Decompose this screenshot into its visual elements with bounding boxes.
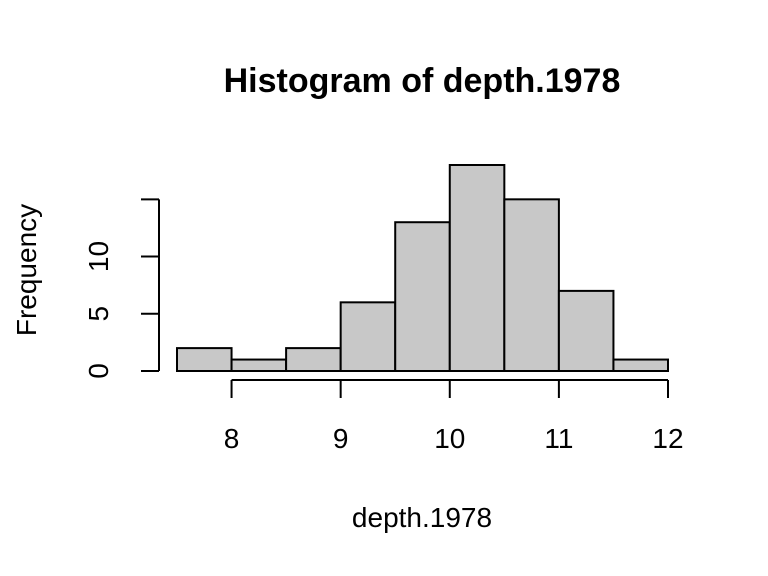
x-axis-label: depth.1978 [352, 502, 492, 533]
histogram-bar [394, 221, 451, 372]
histogram-bar [230, 358, 288, 372]
x-tick-label: 10 [434, 423, 465, 454]
x-tick-label: 12 [652, 423, 683, 454]
y-axis-label: Frequency [11, 204, 42, 336]
x-tick-label: 8 [224, 423, 240, 454]
bars-group [176, 164, 670, 373]
histogram-bar [557, 289, 615, 372]
y-tick-label: 5 [83, 306, 114, 322]
histogram-bar [503, 198, 560, 372]
histogram-bar [339, 301, 397, 373]
histogram-bar [612, 358, 670, 372]
x-tick-label: 9 [333, 423, 349, 454]
x-axis: 8 9 10 11 12 [224, 379, 684, 454]
histogram-bar [448, 164, 506, 372]
x-tick-label: 11 [544, 423, 573, 454]
histogram-bar [285, 347, 342, 373]
y-tick-label: 0 [83, 363, 114, 379]
chart-title: Histogram of depth.1978 [224, 62, 621, 100]
y-axis: 0 5 10 [83, 198, 160, 379]
histogram-bar [176, 347, 233, 373]
y-tick-label: 10 [83, 241, 114, 272]
